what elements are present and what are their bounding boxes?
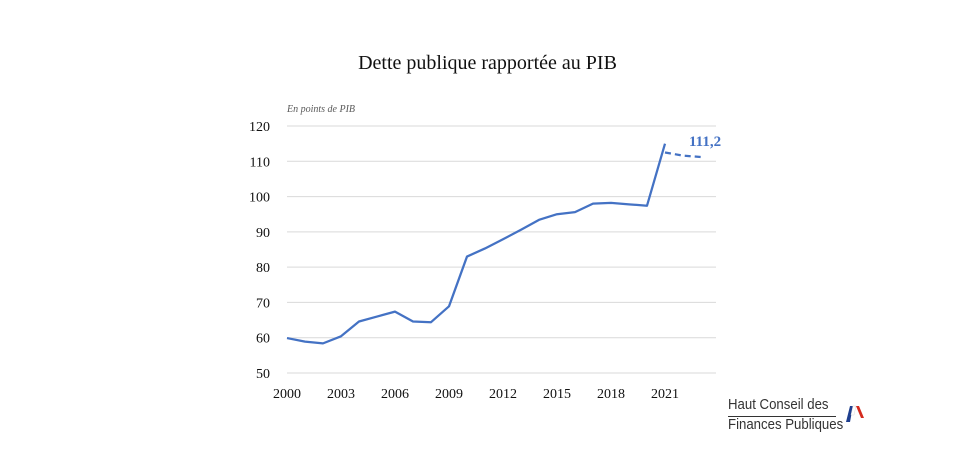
x-tick-label: 2018 (597, 387, 625, 402)
y-tick-label: 100 (249, 191, 270, 206)
y-tick-label: 90 (256, 226, 270, 241)
y-tick-label: 80 (256, 261, 270, 276)
forecast-line (664, 151, 702, 159)
x-tick-label: 2015 (543, 387, 571, 402)
tricolor-flag-icon (846, 405, 864, 422)
y-tick-label: 60 (256, 332, 270, 347)
unit-note: En points de PIB (286, 104, 355, 115)
series-layer (286, 143, 702, 345)
logo-line-2: Finances Publiques (728, 416, 844, 433)
debt-ratio-line (286, 143, 667, 345)
y-tick-label: 50 (256, 367, 270, 382)
x-tick-label: 2006 (381, 387, 409, 402)
chart-title: Dette publique rapportée au PIB (358, 52, 617, 74)
last-value-label: 111,2 (689, 134, 721, 150)
logo-line-1: Haut Conseil des (728, 396, 829, 413)
x-tick-label: 2021 (651, 387, 679, 402)
x-tick-label: 2009 (435, 387, 463, 402)
gridlines (287, 125, 716, 374)
logo-divider (728, 416, 836, 417)
x-tick-label: 2000 (273, 387, 301, 402)
y-axis: 120 110 100 90 80 70 60 50 (249, 120, 270, 382)
y-tick-label: 120 (249, 120, 270, 135)
y-tick-label: 70 (256, 296, 270, 311)
y-tick-label: 110 (250, 155, 270, 170)
x-tick-label: 2003 (327, 387, 355, 402)
hcfp-logo: Haut Conseil des Finances Publiques (728, 395, 878, 440)
x-axis: 2000 2003 2006 2009 2012 2015 2018 2021 (273, 387, 679, 402)
x-tick-label: 2012 (489, 387, 517, 402)
